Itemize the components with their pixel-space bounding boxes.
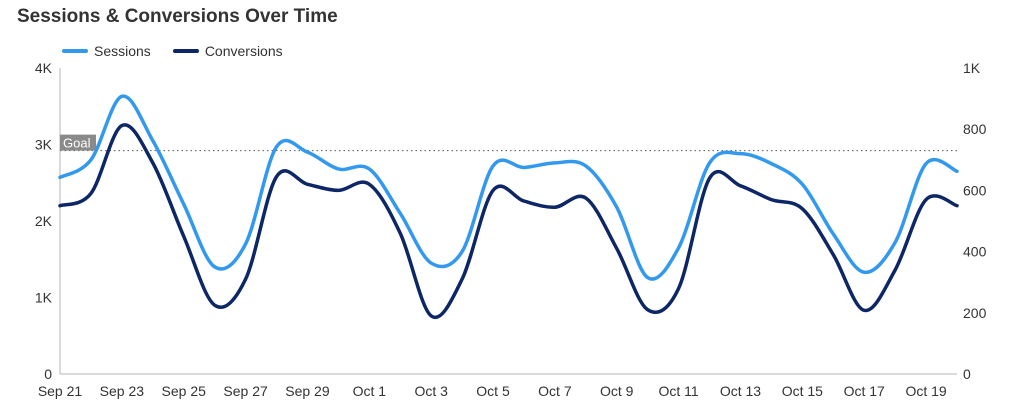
series-line-conversions[interactable] xyxy=(58,123,959,320)
y-left-tick-label: 4K xyxy=(35,60,53,76)
y-right-tick-label: 200 xyxy=(963,305,987,321)
legend-item-sessions[interactable]: Sessions xyxy=(62,43,151,59)
y-right-tick-label: 600 xyxy=(963,182,987,198)
goal-label-bg xyxy=(60,134,96,151)
x-tick-label: Sep 27 xyxy=(223,383,268,399)
x-tick-label: Sep 29 xyxy=(285,383,330,399)
y-right-tick-label: 400 xyxy=(963,244,987,260)
x-tick-label: Sep 23 xyxy=(100,383,145,399)
goal-label: Goal xyxy=(63,136,91,151)
x-tick-label: Oct 1 xyxy=(353,383,387,399)
goal-line-group: Goal xyxy=(60,134,957,152)
series-group xyxy=(58,94,959,320)
y-left-tick-label: 3K xyxy=(35,137,53,153)
legend-label-conversions: Conversions xyxy=(204,43,283,59)
series-line-sessions[interactable] xyxy=(58,94,959,281)
legend: Sessions Conversions xyxy=(62,43,305,59)
x-tick-label: Sep 25 xyxy=(162,383,207,399)
x-tick-label: Oct 11 xyxy=(659,383,699,399)
legend-item-conversions[interactable]: Conversions xyxy=(172,43,283,59)
x-tick-label: Oct 5 xyxy=(476,383,510,399)
x-tick-label: Oct 15 xyxy=(782,383,823,399)
x-tick-label: Oct 9 xyxy=(600,383,634,399)
y-left-tick-label: 2K xyxy=(35,213,53,229)
y-right-tick-label: 800 xyxy=(963,121,987,137)
y-right-tick-label: 1K xyxy=(963,60,981,76)
x-tick-label: Oct 19 xyxy=(905,383,946,399)
x-tick-label: Oct 17 xyxy=(844,383,885,399)
legend-swatch-sessions xyxy=(62,49,88,53)
x-tick-label: Oct 13 xyxy=(720,383,761,399)
chart-title: Sessions & Conversions Over Time xyxy=(17,6,338,27)
y-left-tick-label: 0 xyxy=(44,366,52,382)
x-tick-label: Oct 3 xyxy=(414,383,448,399)
ticks-group: 0 1K 2K 3K 4K 0 200 400 600 800 1K Sep 21 Sep 23 Sep … xyxy=(35,60,987,399)
y-right-tick-label: 0 xyxy=(963,366,971,382)
x-tick-label: Sep 21 xyxy=(38,383,83,399)
y-left-tick-label: 1K xyxy=(35,290,53,306)
legend-label-sessions: Sessions xyxy=(94,43,151,59)
x-tick-label: Oct 7 xyxy=(538,383,572,399)
legend-swatch-conversions xyxy=(172,49,199,53)
